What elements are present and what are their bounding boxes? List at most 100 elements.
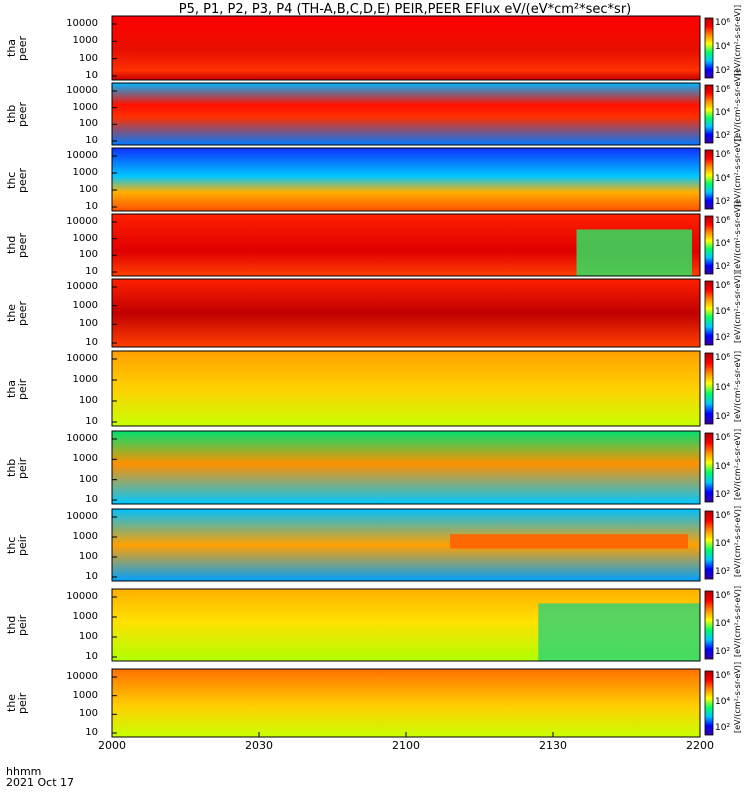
colorbar (704, 17, 714, 79)
spectrogram-thb-peir (112, 431, 700, 504)
y-tick-label: 10000 (66, 511, 98, 522)
y-tick-label: 10 (85, 201, 98, 212)
panel-label-thc-peir: thc peir (5, 534, 29, 556)
y-tick-label: 1000 (72, 453, 98, 465)
colorbar (704, 149, 714, 210)
colorbar-unit-label: [eV/(cm²-s-sr-eV)] (733, 200, 742, 272)
y-tick-label: 10 (85, 494, 98, 505)
colorbar-tick-label: 10² (715, 412, 731, 422)
y-tick-label: 10 (85, 727, 98, 738)
y-tick-label: 100 (78, 318, 98, 330)
panel-thc-peer (111, 147, 714, 212)
panel-frame (111, 430, 701, 505)
colorbar-tick-label: 10⁶ (715, 353, 731, 363)
colorbar-tick-label: 10² (715, 723, 731, 733)
colorbar (704, 352, 714, 425)
panel-frame (111, 350, 701, 427)
y-tick-label: 10000 (66, 18, 98, 29)
y-tick-label: 10000 (66, 591, 98, 602)
panel-frame (111, 278, 701, 348)
colorbar-unit-label: [eV/(cm²-s-sr-eV)] (733, 505, 742, 577)
panel-frame (111, 15, 701, 81)
x-tick-label: 2200 (686, 739, 714, 752)
panel-frame (111, 82, 701, 146)
panel-frame (111, 147, 701, 212)
colorbar-tick-label: 10⁴ (715, 382, 731, 393)
colorbar-tick-label: 10² (715, 567, 731, 577)
y-tick-label: 10000 (66, 671, 98, 682)
colorbar-tick-label: 10² (715, 197, 731, 207)
panel-the-peer (111, 278, 714, 348)
colorbar-unit-label: [eV/(cm²-s-sr-eV)] (733, 661, 742, 733)
colorbar-unit-label: [eV/(cm²-s-sr-eV)] (733, 428, 742, 500)
y-tick-label: 10 (85, 337, 98, 348)
y-tick-label: 10 (85, 571, 98, 582)
y-tick-label: 1000 (72, 35, 98, 47)
colorbar-tick-label: 10⁴ (715, 619, 731, 629)
colorbar-tick-label: 10² (715, 262, 731, 272)
colorbar-tick-label: 10⁴ (715, 307, 731, 317)
y-tick-label: 10 (85, 266, 98, 277)
colorbar-tick-label: 10⁴ (715, 42, 731, 52)
spectrogram-the-peer (112, 279, 700, 347)
panel-label-the-peer: the peer (5, 300, 29, 326)
x-tick-label: 2100 (392, 739, 420, 752)
colorbar-tick-label: 10² (715, 490, 731, 500)
spectrogram-tha-peer (112, 16, 700, 80)
y-tick-label: 1000 (72, 101, 98, 113)
colorbar-tick-label: 10⁶ (715, 591, 731, 601)
panel-label-thd-peer: thd peer (5, 232, 29, 258)
y-tick-label: 1000 (72, 531, 98, 542)
panel-frame (111, 508, 701, 582)
y-tick-label: 100 (78, 473, 98, 485)
y-tick-label: 1000 (72, 689, 98, 701)
y-tick-label: 10000 (66, 216, 98, 227)
colorbar-tick-label: 10⁶ (715, 511, 731, 521)
y-tick-label: 10 (85, 70, 98, 81)
y-tick-label: 1000 (72, 232, 98, 244)
y-tick-label: 10 (85, 651, 98, 662)
y-tick-label: 100 (78, 184, 98, 195)
colorbar-tick-label: 10⁴ (715, 173, 731, 184)
x-tick-label: 2130 (539, 739, 567, 752)
panel-thd-peer (111, 213, 714, 277)
colorbar-unit-label: [eV/(cm²-s-sr-eV)] (733, 585, 742, 657)
colorbar-tick-label: 10² (715, 333, 731, 343)
y-tick-label: 1000 (72, 299, 98, 311)
colorbar-tick-label: 10⁴ (715, 697, 731, 707)
x-tick-label: 2000 (98, 739, 126, 752)
colorbar-unit-label: [eV/(cm²-s-sr-eV)] (733, 4, 742, 76)
y-tick-label: 10000 (66, 85, 98, 96)
colorbar-unit-label: [eV/(cm²-s-sr-eV)] (733, 69, 742, 141)
date-label: 2021 Oct 17 (6, 776, 75, 789)
x-tick-label: 2030 (245, 739, 273, 752)
y-tick-label: 10000 (66, 281, 98, 292)
y-tick-label: 100 (78, 395, 98, 406)
colorbar-tick-label: 10² (715, 131, 731, 141)
colorbar-tick-label: 10⁶ (715, 85, 731, 95)
colorbar-tick-label: 10² (715, 66, 731, 76)
panel-label-thd-peir: thd peir (5, 614, 29, 636)
colorbar-tick-label: 10⁴ (715, 461, 731, 472)
colorbar-tick-label: 10⁶ (715, 150, 731, 160)
colorbar (704, 670, 714, 736)
colorbar-tick-label: 10⁴ (715, 108, 731, 118)
panel-thd-peir (111, 588, 714, 662)
panel-label-the-peir: the peir (5, 692, 29, 714)
colorbar (704, 280, 714, 346)
y-tick-label: 100 (78, 52, 98, 64)
y-tick-label: 100 (78, 118, 98, 130)
y-tick-label: 10 (85, 135, 98, 146)
colorbar (704, 215, 714, 275)
spectrogram-feature (576, 229, 692, 276)
colorbar-tick-label: 10⁴ (715, 239, 731, 249)
colorbar (704, 510, 714, 580)
y-tick-label: 1000 (72, 167, 98, 178)
colorbar-tick-label: 10⁶ (715, 18, 731, 28)
spectrogram-tha-peir (112, 351, 700, 426)
y-tick-label: 10000 (66, 353, 98, 364)
colorbar-unit-label: [eV/(cm²-s-sr-eV)] (733, 350, 742, 422)
y-tick-label: 10000 (66, 433, 98, 444)
